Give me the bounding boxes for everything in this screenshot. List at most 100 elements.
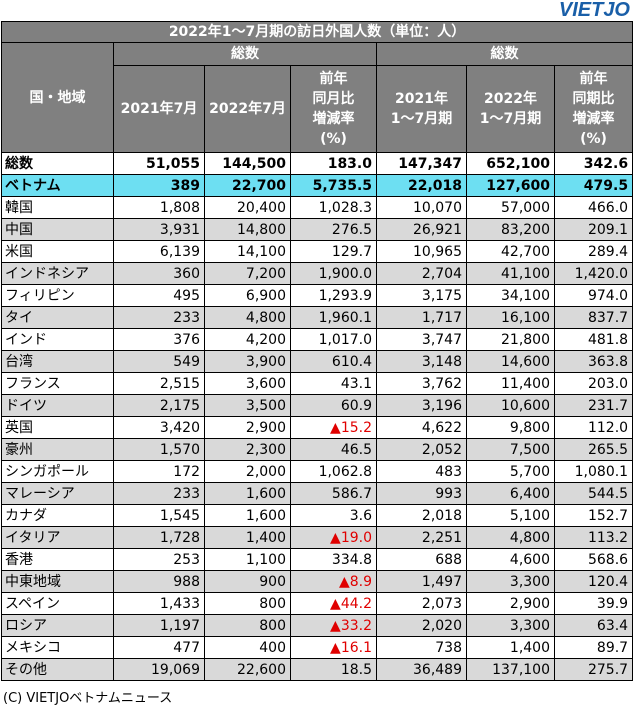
row-label: インドネシア bbox=[1, 262, 114, 285]
table-cell: 113.2 bbox=[553, 526, 634, 549]
table-cell: 1,960.1 bbox=[290, 306, 377, 329]
table-cell: 127,600 bbox=[466, 174, 555, 197]
table-cell: 988 bbox=[113, 570, 205, 593]
table-cell: 1,400 bbox=[466, 636, 555, 659]
table-row: インド 376 4,200 1,017.0 3,747 21,800 481.8 bbox=[1, 328, 634, 351]
table-cell: 5,735.5 bbox=[290, 174, 377, 197]
table-cell: 483 bbox=[376, 460, 467, 483]
row-label: 香港 bbox=[1, 548, 114, 571]
table-cell: 172 bbox=[113, 460, 205, 483]
table-row: インドネシア 360 7,200 1,900.0 2,704 41,100 1,420.0 bbox=[1, 262, 634, 285]
table-cell: 16,100 bbox=[466, 306, 555, 329]
table-title: 2022年1～7月期の訪日外国人数（単位：人） bbox=[0, 21, 634, 43]
table-cell: 4,800 bbox=[466, 526, 555, 549]
column-header: 2022年 1～7月期 bbox=[466, 65, 555, 153]
table-row: 中東地域 988 900 ▲8.9 1,497 3,300 120.4 bbox=[1, 570, 634, 593]
table-cell: ▲44.2 bbox=[290, 592, 377, 615]
row-label: マレーシア bbox=[1, 482, 114, 505]
table-cell: 586.7 bbox=[290, 482, 377, 505]
table-cell: 389 bbox=[113, 174, 205, 197]
group-header-cumulative: 総数 bbox=[375, 42, 634, 66]
table-cell: 1,400 bbox=[204, 526, 291, 549]
table-cell: 233 bbox=[113, 482, 205, 505]
table-cell: 1,062.8 bbox=[290, 460, 377, 483]
table-cell: 800 bbox=[204, 614, 291, 637]
row-label: ロシア bbox=[1, 614, 114, 637]
table-cell: 14,600 bbox=[466, 350, 555, 373]
visitor-table: 2022年1～7月期の訪日外国人数（単位：人） 国・地域 総数 総数 2021年… bbox=[0, 21, 634, 681]
table-row: シンガポール 172 2,000 1,062.8 483 5,700 1,080.1 bbox=[1, 460, 634, 483]
table-row: 韓国 1,808 20,400 1,028.3 10,070 57,000 466.0 bbox=[1, 196, 634, 219]
table-cell: 43.1 bbox=[290, 372, 377, 395]
table-cell: 46.5 bbox=[290, 438, 377, 461]
table-row: その他 19,069 22,600 18.5 36,489 137,100 275.7 bbox=[1, 658, 634, 681]
table-cell: ▲19.0 bbox=[290, 526, 377, 549]
table-cell: 2,052 bbox=[376, 438, 467, 461]
table-cell: 9,800 bbox=[466, 416, 555, 439]
table-cell: 544.5 bbox=[553, 482, 634, 505]
table-cell: 1,728 bbox=[113, 526, 205, 549]
row-label: 中国 bbox=[1, 218, 114, 241]
table-row: 台湾 549 3,900 610.4 3,148 14,600 363.8 bbox=[1, 350, 634, 373]
table-cell: ▲15.2 bbox=[290, 416, 377, 439]
table-cell: 334.8 bbox=[290, 548, 377, 571]
column-header: 2021年 1～7月期 bbox=[376, 65, 467, 153]
table-cell: 3,300 bbox=[466, 570, 555, 593]
table-cell: 1,080.1 bbox=[553, 460, 634, 483]
table-cell: 2,900 bbox=[204, 416, 291, 439]
table-cell: 993 bbox=[376, 482, 467, 505]
table-cell: 10,070 bbox=[376, 196, 467, 219]
table-cell: 14,100 bbox=[204, 240, 291, 263]
row-label: ベトナム bbox=[1, 174, 114, 197]
table-cell: 41,100 bbox=[466, 262, 555, 285]
table-cell: 1,717 bbox=[376, 306, 467, 329]
table-cell: 89.7 bbox=[553, 636, 634, 659]
table-cell: 1,497 bbox=[376, 570, 467, 593]
table-cell: ▲16.1 bbox=[290, 636, 377, 659]
group-header-monthly: 総数 bbox=[113, 42, 377, 66]
table-cell: 3,148 bbox=[376, 350, 467, 373]
table-row: スペイン 1,433 800 ▲44.2 2,073 2,900 39.9 bbox=[1, 592, 634, 615]
row-label: フランス bbox=[1, 372, 114, 395]
table-cell: 3,300 bbox=[466, 614, 555, 637]
column-header: 前年 同月比 増減率 (%) bbox=[290, 65, 377, 153]
table-cell: 568.6 bbox=[553, 548, 634, 571]
table-cell: 14,800 bbox=[204, 218, 291, 241]
table-row: 香港 253 1,100 334.8 688 4,600 568.6 bbox=[1, 548, 634, 571]
table-cell: 2,251 bbox=[376, 526, 467, 549]
row-label: 米国 bbox=[1, 240, 114, 263]
table-cell: 3,747 bbox=[376, 328, 467, 351]
table-row: カナダ 1,545 1,600 3.6 2,018 5,100 152.7 bbox=[1, 504, 634, 527]
table-cell: 11,400 bbox=[466, 372, 555, 395]
row-label: シンガポール bbox=[1, 460, 114, 483]
row-label: インド bbox=[1, 328, 114, 351]
table-cell: 39.9 bbox=[553, 592, 634, 615]
table-cell: 60.9 bbox=[290, 394, 377, 417]
row-label: タイ bbox=[1, 306, 114, 329]
table-cell: 120.4 bbox=[553, 570, 634, 593]
table-cell: 129.7 bbox=[290, 240, 377, 263]
table-row: 英国 3,420 2,900 ▲15.2 4,622 9,800 112.0 bbox=[1, 416, 634, 439]
table-cell: 376 bbox=[113, 328, 205, 351]
table-cell: 3,500 bbox=[204, 394, 291, 417]
table-cell: 18.5 bbox=[290, 658, 377, 681]
table-cell: 495 bbox=[113, 284, 205, 307]
table-cell: 36,489 bbox=[376, 658, 467, 681]
table-cell: 42,700 bbox=[466, 240, 555, 263]
table-row: ドイツ 2,175 3,500 60.9 3,196 10,600 231.7 bbox=[1, 394, 634, 417]
table-cell: 1,600 bbox=[204, 482, 291, 505]
row-label: フィリピン bbox=[1, 284, 114, 307]
table-cell: 1,293.9 bbox=[290, 284, 377, 307]
table-row: 豪州 1,570 2,300 46.5 2,052 7,500 265.5 bbox=[1, 438, 634, 461]
table-cell: 477 bbox=[113, 636, 205, 659]
table-cell: 144,500 bbox=[204, 152, 291, 175]
table-row: ロシア 1,197 800 ▲33.2 2,020 3,300 63.4 bbox=[1, 614, 634, 637]
table-cell: 20,400 bbox=[204, 196, 291, 219]
table-cell: 481.8 bbox=[553, 328, 634, 351]
row-label: カナダ bbox=[1, 504, 114, 527]
table-cell: 1,420.0 bbox=[553, 262, 634, 285]
table-cell: 83,200 bbox=[466, 218, 555, 241]
table-cell: ▲33.2 bbox=[290, 614, 377, 637]
table-row: メキシコ 477 400 ▲16.1 738 1,400 89.7 bbox=[1, 636, 634, 659]
table-cell: 4,800 bbox=[204, 306, 291, 329]
